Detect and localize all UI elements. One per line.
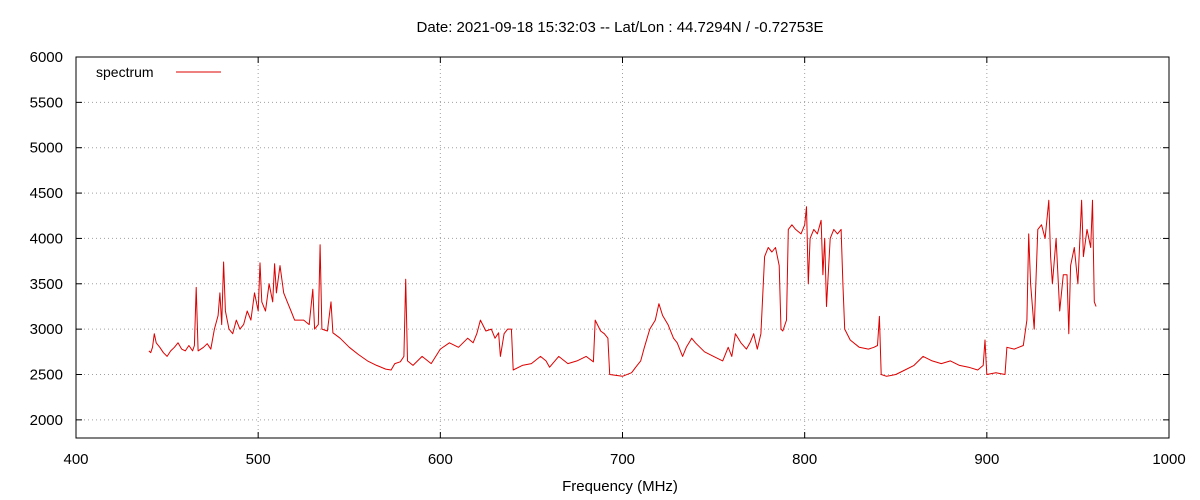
- axis-ticks: 400 500 600 700 800 900 1000 2000 2500 3000 3500 40…: [30, 49, 1186, 468]
- y-tick-label: 5500: [30, 94, 63, 111]
- legend: spectrum: [96, 64, 221, 80]
- y-tick-label: 3000: [30, 321, 63, 338]
- y-tick-label: 4000: [30, 230, 63, 247]
- chart-title: Date: 2021-09-18 15:32:03 -- Lat/Lon : 4…: [417, 19, 824, 36]
- y-tick-label: 3500: [30, 276, 63, 293]
- y-tick-label: 6000: [30, 49, 63, 66]
- y-tick-label: 4500: [30, 185, 63, 202]
- x-tick-label: 500: [246, 451, 271, 468]
- series-layer: [148, 199, 1097, 377]
- x-tick-label: 1000: [1152, 451, 1185, 468]
- x-tick-label: 800: [792, 451, 817, 468]
- x-tick-label: 700: [610, 451, 635, 468]
- x-tick-label: 400: [63, 451, 88, 468]
- plot-frame: [75, 56, 1170, 439]
- y-tick-label: 2500: [30, 367, 63, 384]
- x-axis-label: Frequency (MHz): [562, 478, 678, 495]
- legend-label-spectrum: spectrum: [96, 64, 154, 80]
- y-tick-label: 5000: [30, 140, 63, 157]
- series-line-spectrum: [148, 199, 1097, 377]
- x-tick-label: 600: [428, 451, 453, 468]
- y-tick-label: 2000: [30, 412, 63, 429]
- grid: [76, 57, 1169, 438]
- x-tick-label: 900: [974, 451, 999, 468]
